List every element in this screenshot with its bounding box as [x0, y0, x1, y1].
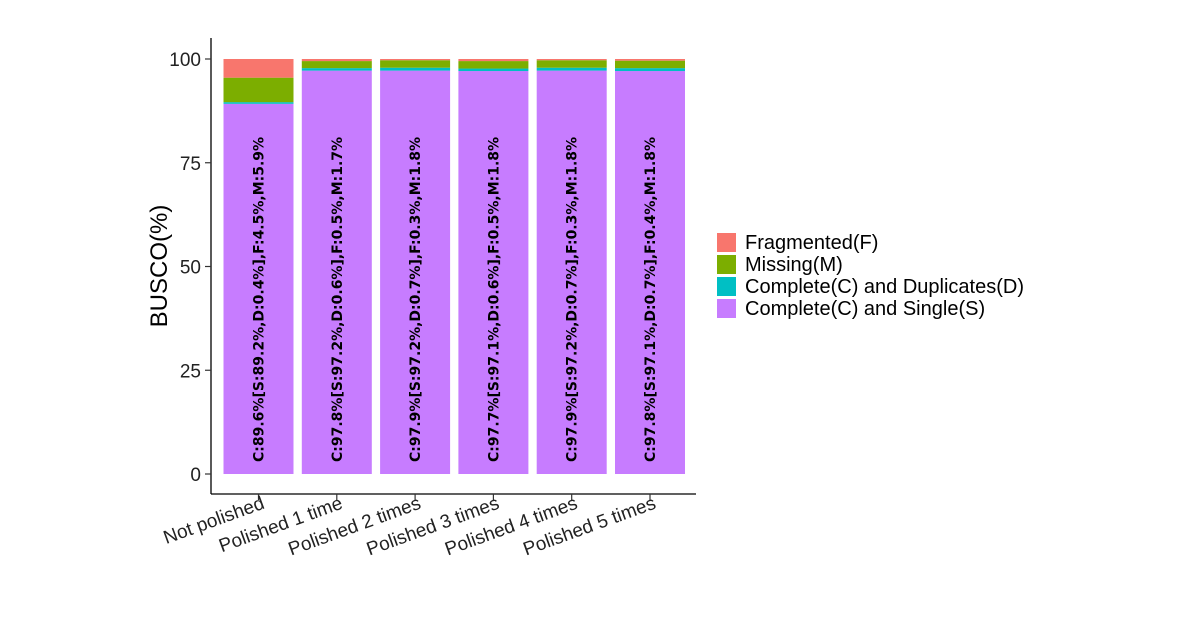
bar-segment-fragmented-f [536, 59, 607, 61]
y-axis: 0 25 50 75 100 [169, 50, 211, 486]
bar-annotation: C:97.8%[S:97.2%,D:0.6%],F:0.5%,M:1.7% [330, 137, 346, 462]
bar-segment-complete-c-and-single-s [615, 71, 685, 474]
y-tick-label: 100 [169, 50, 201, 71]
bar-segment-complete-c-and-duplicates-d [301, 68, 372, 71]
legend-swatch-complete-c-and-duplicates-d [717, 277, 736, 296]
bar-annotation: C:97.9%[S:97.2%,D:0.7%],F:0.3%,M:1.8% [565, 137, 581, 462]
bar-segment-complete-c-and-duplicates-d [615, 68, 685, 72]
legend-swatch-fragmented-f [717, 233, 736, 252]
bar-segment-missing-m [458, 61, 529, 69]
bar-segment-complete-c-and-single-s [223, 103, 294, 474]
bar-annotation: C:97.9%[S:97.2%,D:0.7%],F:0.3%,M:1.8% [408, 137, 424, 462]
bar-segment-complete-c-and-single-s [380, 70, 451, 475]
bar-segment-complete-c-and-single-s [301, 70, 372, 475]
legend-swatch-missing-m [717, 255, 736, 274]
y-tick-label: 75 [180, 154, 201, 175]
legend-swatch-complete-c-and-single-s [717, 299, 736, 318]
legend: Fragmented(F)Missing(M)Complete(C) and D… [717, 232, 1024, 320]
legend-label-complete-c-and-single-s: Complete(C) and Single(S) [745, 298, 985, 320]
bar-segment-fragmented-f [380, 59, 451, 61]
bar-labels-layer: C:89.6%[S:89.2%,D:0.4%],F:4.5%,M:5.9% C:9… [252, 137, 660, 462]
legend-label-missing-m: Missing(M) [745, 254, 843, 276]
bar-segment-complete-c-and-duplicates-d [223, 102, 294, 104]
bars-layer [223, 59, 685, 475]
bar-segment-complete-c-and-single-s [458, 71, 529, 474]
bar-annotation: C:97.8%[S:97.1%,D:0.7%],F:0.4%,M:1.8% [643, 137, 659, 462]
bar-segment-fragmented-f [301, 59, 372, 62]
bar-segment-complete-c-and-single-s [536, 70, 607, 475]
y-tick-label: 25 [180, 361, 201, 382]
bar-segment-missing-m [301, 61, 372, 69]
bar-segment-complete-c-and-duplicates-d [380, 67, 451, 71]
bar-segment-missing-m [380, 60, 451, 68]
bar-segment-missing-m [536, 60, 607, 68]
legend-label-complete-c-and-duplicates-d: Complete(C) and Duplicates(D) [745, 276, 1024, 298]
bar-segment-complete-c-and-duplicates-d [458, 68, 529, 72]
y-tick-label: 0 [190, 465, 201, 486]
bar-segment-missing-m [223, 77, 294, 103]
legend-label-fragmented-f: Fragmented(F) [745, 232, 878, 254]
bar-annotation: C:97.7%[S:97.1%,D:0.6%],F:0.5%,M:1.8% [486, 137, 502, 462]
bar-segment-fragmented-f [458, 59, 529, 62]
bar-segment-missing-m [615, 60, 685, 69]
y-axis-title: BUSCO(%) [146, 205, 173, 328]
y-tick-label: 50 [180, 258, 201, 279]
bar-segment-fragmented-f [615, 59, 685, 61]
bar-segment-complete-c-and-duplicates-d [536, 67, 607, 71]
bar-annotation: C:89.6%[S:89.2%,D:0.4%],F:4.5%,M:5.9% [252, 137, 268, 462]
bar-segment-fragmented-f [223, 59, 294, 78]
